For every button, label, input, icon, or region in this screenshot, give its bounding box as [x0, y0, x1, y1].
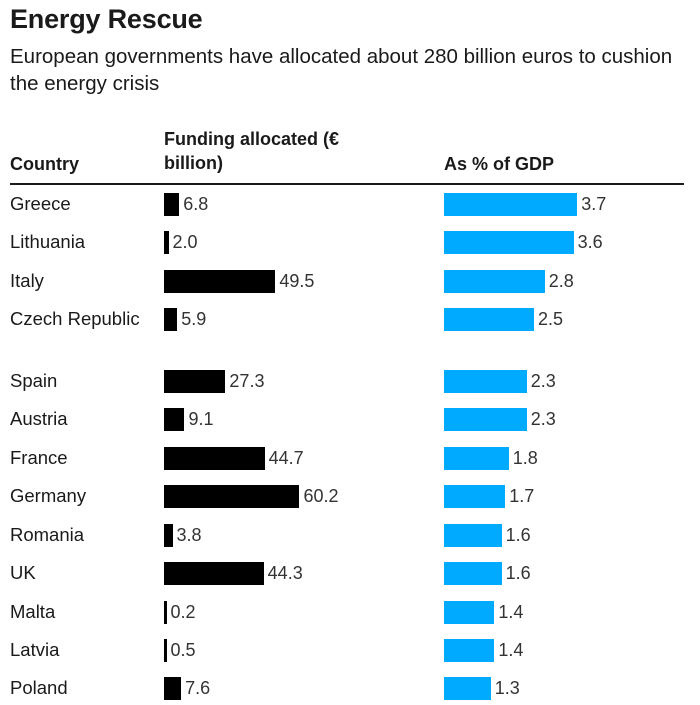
- funding-bar: [164, 677, 182, 700]
- header-gdp: As % of GDP: [444, 154, 555, 174]
- gdp-bar: [444, 601, 495, 624]
- gdp-value: 2.3: [530, 409, 556, 429]
- funding-value: 27.3: [229, 371, 265, 391]
- gdp-bar: [444, 231, 574, 254]
- gdp-bar: [444, 447, 509, 470]
- header-country: Country: [10, 154, 79, 174]
- funding-bar: [164, 231, 169, 254]
- country-label: Germany: [10, 485, 87, 506]
- funding-bar: [164, 562, 264, 585]
- gdp-value: 1.4: [498, 602, 524, 622]
- country-label: Austria: [10, 408, 68, 429]
- funding-value: 2.0: [172, 232, 198, 252]
- gdp-bar: [444, 270, 545, 293]
- funding-bar: [164, 524, 173, 547]
- funding-bar: [164, 447, 265, 470]
- country-label: France: [10, 447, 68, 468]
- gdp-bar: [444, 677, 491, 700]
- funding-value: 5.9: [181, 309, 207, 329]
- country-label: Romania: [10, 524, 85, 545]
- funding-value: 3.8: [176, 525, 202, 545]
- funding-value: 7.6: [185, 678, 211, 698]
- funding-bar: [164, 408, 185, 431]
- funding-bar: [164, 485, 300, 508]
- funding-value: 49.5: [279, 271, 315, 291]
- gdp-value: 3.6: [577, 232, 603, 252]
- country-label: Lithuania: [10, 231, 86, 252]
- gdp-bar: [444, 485, 506, 508]
- funding-value: 0.2: [170, 602, 196, 622]
- gdp-bar: [444, 639, 495, 662]
- funding-value: 9.1: [188, 409, 214, 429]
- header-rule: [10, 183, 684, 185]
- funding-bar: [164, 639, 167, 662]
- funding-bar: [164, 308, 178, 331]
- gdp-value: 2.3: [530, 371, 556, 391]
- gdp-bar: [444, 308, 534, 331]
- country-label: Latvia: [10, 639, 60, 660]
- country-label: Greece: [10, 193, 71, 214]
- funding-value: 0.5: [170, 640, 196, 660]
- gdp-value: 1.6: [505, 525, 531, 545]
- gdp-bar: [444, 524, 502, 547]
- gdp-value: 1.6: [505, 563, 531, 583]
- country-label: Italy: [10, 270, 44, 291]
- chart-title: Energy Rescue: [10, 4, 203, 34]
- gdp-value: 2.5: [538, 309, 564, 329]
- gdp-value: 1.7: [509, 486, 535, 506]
- funding-value: 60.2: [303, 486, 339, 506]
- gdp-bar: [444, 370, 527, 393]
- chart-subtitle: European governments have allocated abou…: [10, 45, 673, 95]
- gdp-bar: [444, 408, 527, 431]
- gdp-value: 1.3: [494, 678, 520, 698]
- header-funding: Funding allocated (€ billion): [164, 129, 340, 173]
- gdp-value: 3.7: [581, 194, 607, 214]
- gdp-bar: [444, 193, 578, 216]
- country-label: Poland: [10, 677, 68, 698]
- funding-value: 44.3: [267, 563, 303, 583]
- funding-bar: [164, 601, 167, 624]
- country-label: Malta: [10, 601, 56, 622]
- country-label: Spain: [10, 370, 58, 391]
- country-label: Czech Republic: [10, 308, 140, 329]
- funding-bar: [164, 370, 226, 393]
- gdp-value: 1.8: [512, 448, 538, 468]
- country-label: UK: [10, 562, 36, 583]
- gdp-value: 2.8: [548, 271, 574, 291]
- gdp-bar: [444, 562, 502, 585]
- gdp-value: 1.4: [498, 640, 524, 660]
- funding-value: 6.8: [183, 194, 209, 214]
- funding-bar: [164, 193, 180, 216]
- funding-bar: [164, 270, 276, 293]
- funding-value: 44.7: [268, 448, 304, 468]
